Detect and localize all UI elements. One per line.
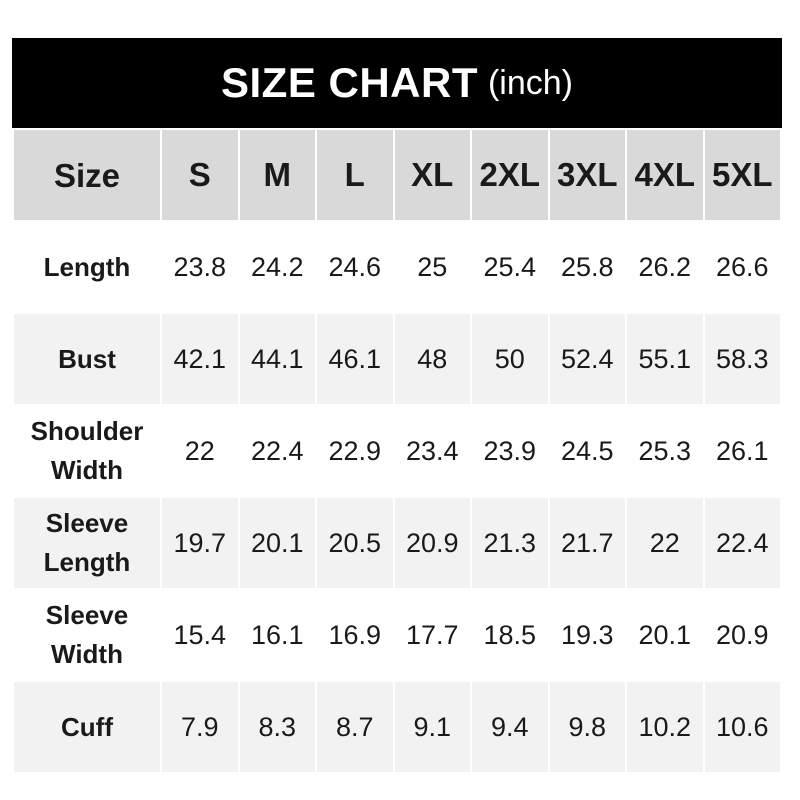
table-cell: 9.4 [470, 680, 550, 774]
table-cell: 9.1 [392, 680, 472, 774]
table-cell: 24.2 [237, 220, 317, 314]
table-cell: 25 [392, 220, 472, 314]
table-cell: 55.1 [625, 312, 705, 406]
header-size-m: M [237, 128, 317, 222]
table-cell: 22 [625, 496, 705, 590]
table-cell: 7.9 [160, 680, 240, 774]
table-cell: 46.1 [315, 312, 395, 406]
header-size-label: Size [12, 128, 162, 222]
table-cell: 22.9 [315, 404, 395, 498]
table-cell: 21.7 [547, 496, 627, 590]
table-cell: 23.9 [470, 404, 550, 498]
row-label: Sleeve Width [12, 588, 162, 682]
table-cell: 25.3 [625, 404, 705, 498]
size-chart: SIZE CHART (inch) Size S M L XL 2XL 3XL 4XL 5XL L… [12, 38, 782, 774]
header-size-2xl: 2XL [470, 128, 550, 222]
table-cell: 21.3 [470, 496, 550, 590]
chart-unit: (inch) [487, 63, 574, 102]
header-size-l: L [315, 128, 395, 222]
table-cell: 26.1 [702, 404, 782, 498]
table-cell: 15.4 [160, 588, 240, 682]
table-cell: 20.9 [392, 496, 472, 590]
chart-title: SIZE CHART [220, 59, 478, 106]
row-label: Length [12, 220, 162, 314]
header-size-4xl: 4XL [625, 128, 705, 222]
table-cell: 20.1 [625, 588, 705, 682]
table-cell: 24.6 [315, 220, 395, 314]
row-label: Bust [12, 312, 162, 406]
table-cell: 19.7 [160, 496, 240, 590]
table-cell: 23.4 [392, 404, 472, 498]
table-cell: 24.5 [547, 404, 627, 498]
table-cell: 20.1 [237, 496, 317, 590]
title-bar: SIZE CHART (inch) [12, 38, 782, 128]
table-cell: 16.9 [315, 588, 395, 682]
table-cell: 17.7 [392, 588, 472, 682]
table-cell: 20.9 [702, 588, 782, 682]
table-cell: 22.4 [702, 496, 782, 590]
table-cell: 48 [392, 312, 472, 406]
table-cell: 9.8 [547, 680, 627, 774]
table-cell: 18.5 [470, 588, 550, 682]
table-cell: 22 [160, 404, 240, 498]
row-label: Shoulder Width [12, 404, 162, 498]
table-cell: 26.6 [702, 220, 782, 314]
header-size-5xl: 5XL [702, 128, 782, 222]
table-cell: 26.2 [625, 220, 705, 314]
table-cell: 50 [470, 312, 550, 406]
table-cell: 19.3 [547, 588, 627, 682]
header-size-s: S [160, 128, 240, 222]
table-row: Shoulder Width 22 22.4 22.9 23.4 23.9 24.5 25.3… [12, 404, 782, 498]
table-cell: 42.1 [160, 312, 240, 406]
row-label: Sleeve Length [12, 496, 162, 590]
table-cell: 8.7 [315, 680, 395, 774]
table-cell: 44.1 [237, 312, 317, 406]
table-cell: 52.4 [547, 312, 627, 406]
header-row: Size S M L XL 2XL 3XL 4XL 5XL [12, 128, 782, 222]
header-size-3xl: 3XL [547, 128, 627, 222]
header-size-xl: XL [392, 128, 472, 222]
size-table: Size S M L XL 2XL 3XL 4XL 5XL Length 23.8 24.2 24.6 2… [12, 128, 782, 774]
table-cell: 23.8 [160, 220, 240, 314]
table-cell: 58.3 [702, 312, 782, 406]
table-row: Sleeve Width 15.4 16.1 16.9 17.7 18.5 19.3 20.1… [12, 588, 782, 682]
table-row: Sleeve Length 19.7 20.1 20.5 20.9 21.3 21.7 22 2… [12, 496, 782, 590]
table-cell: 10.6 [702, 680, 782, 774]
table-cell: 25.8 [547, 220, 627, 314]
table-row: Length 23.8 24.2 24.6 25 25.4 25.8 26.2 26.6 [12, 220, 782, 314]
table-cell: 25.4 [470, 220, 550, 314]
table-cell: 8.3 [237, 680, 317, 774]
table-row: Bust 42.1 44.1 46.1 48 50 52.4 55.1 58.3 [12, 312, 782, 406]
table-cell: 22.4 [237, 404, 317, 498]
table-cell: 10.2 [625, 680, 705, 774]
row-label: Cuff [12, 680, 162, 774]
table-cell: 16.1 [237, 588, 317, 682]
table-row: Cuff 7.9 8.3 8.7 9.1 9.4 9.8 10.2 10.6 [12, 680, 782, 774]
table-cell: 20.5 [315, 496, 395, 590]
